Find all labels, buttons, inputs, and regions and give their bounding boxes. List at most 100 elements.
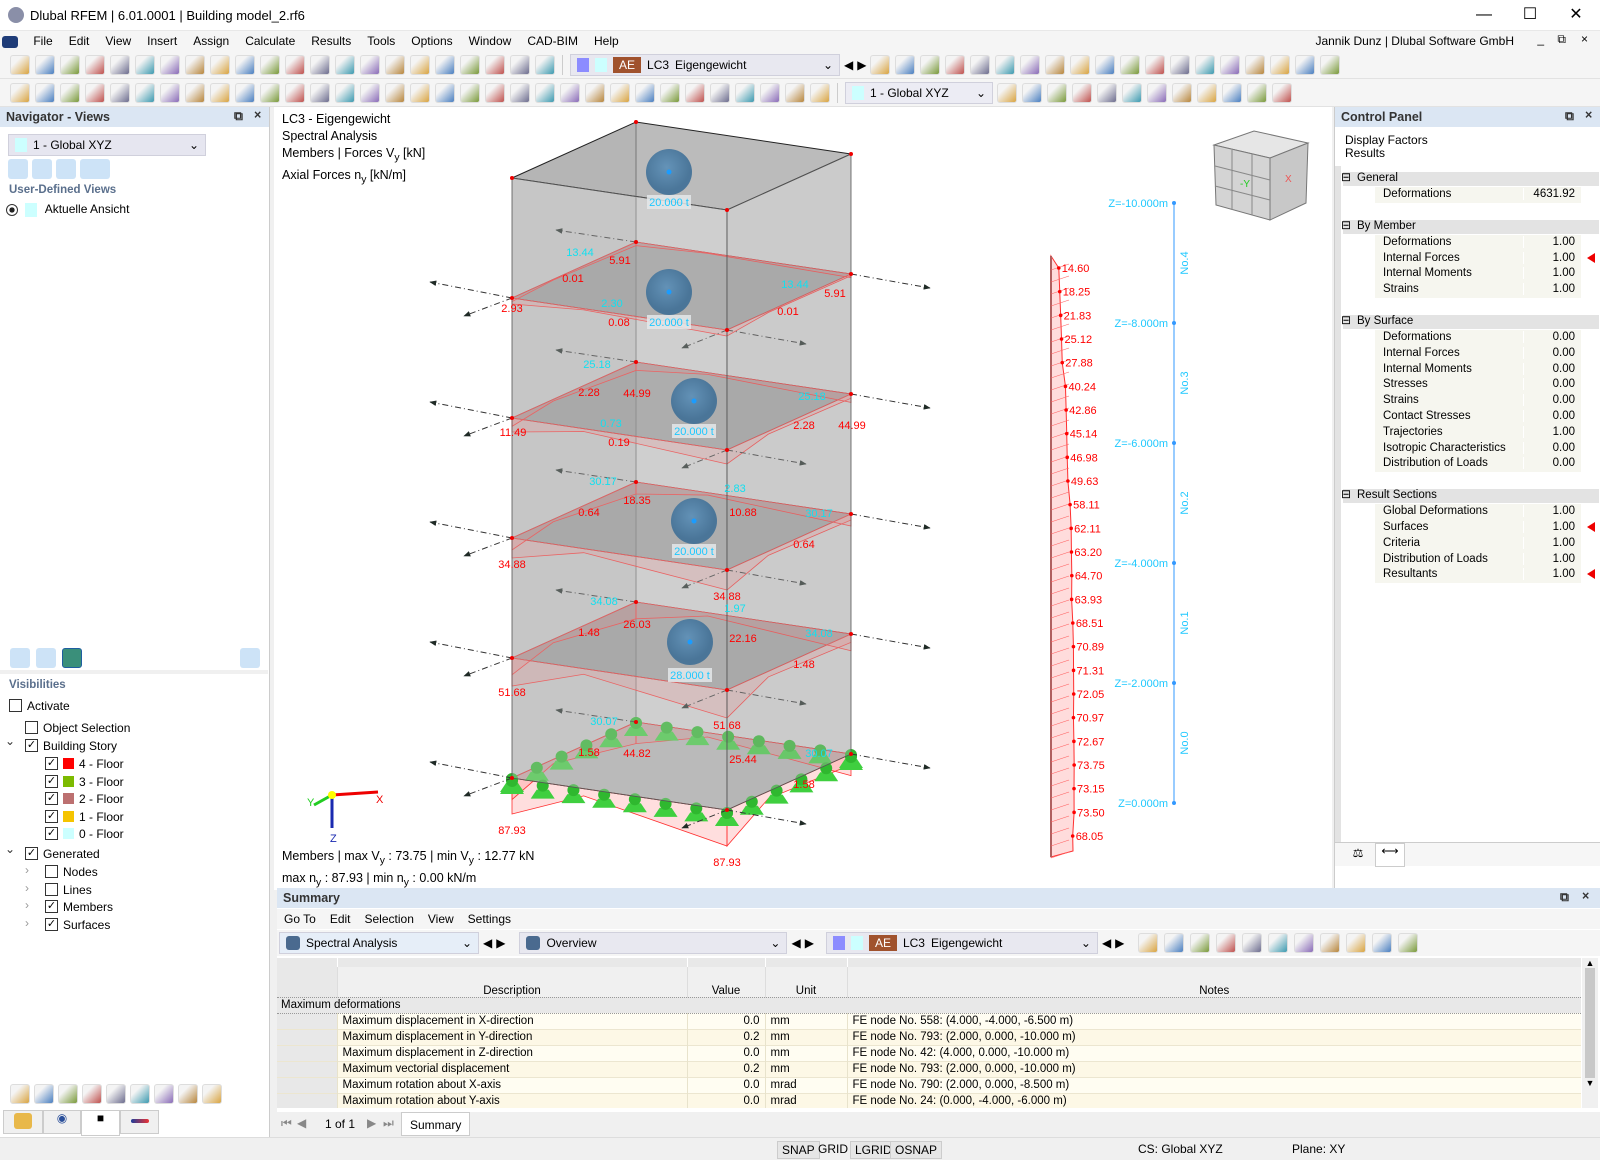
axis-y-icon[interactable]: [1220, 54, 1241, 75]
cp-row[interactable]: Surfaces 1.00: [1375, 520, 1595, 536]
copy-visibility-icon[interactable]: [34, 1084, 54, 1104]
filter-icon[interactable]: [870, 54, 891, 75]
display-factors-tab[interactable]: ⟷: [1375, 843, 1405, 867]
collapse-icon[interactable]: ⊟: [1341, 170, 1352, 184]
col-description[interactable]: Description: [336, 967, 687, 997]
view-neg-x-icon[interactable]: [80, 159, 110, 179]
cp-row[interactable]: Global Deformations 1.00: [1375, 504, 1581, 521]
new-member-icon[interactable]: [60, 82, 80, 103]
new-line-icon[interactable]: [35, 82, 55, 103]
menu-view[interactable]: View: [105, 34, 132, 48]
osnap-toggle[interactable]: OSNAP: [890, 1141, 943, 1159]
prev-page-button[interactable]: ◀: [297, 1116, 307, 1130]
summary-menu-view[interactable]: View: [427, 912, 454, 926]
generated-item[interactable]: ⌄ ✓ Generated: [0, 842, 260, 863]
camera-icon[interactable]: [36, 648, 56, 668]
pencil-icon[interactable]: [660, 82, 680, 103]
checkbox[interactable]: ✓: [45, 918, 58, 932]
settings-icon[interactable]: [1247, 82, 1267, 103]
coordinate-system-select[interactable]: 1 - Global XYZ ⌄: [845, 81, 993, 104]
last-page-button[interactable]: ⏭: [383, 1116, 394, 1130]
animation-icon[interactable]: [1095, 54, 1116, 75]
view-cube[interactable]: -Y X: [1212, 130, 1310, 221]
surface-support-icon[interactable]: [310, 82, 330, 103]
chevron-right-icon[interactable]: ›: [25, 916, 29, 931]
activate-checkbox[interactable]: Activate: [0, 698, 260, 715]
cube-icon[interactable]: [610, 82, 630, 103]
select-icon[interactable]: [1138, 933, 1159, 953]
next-lc-button[interactable]: ▶: [857, 57, 867, 72]
cp-group-general[interactable]: ⊟ General: [1341, 170, 1599, 186]
menu-assign[interactable]: Assign: [193, 34, 230, 48]
redo-icon[interactable]: [235, 54, 255, 75]
cp-row[interactable]: Contact Stresses 0.00: [1375, 409, 1581, 425]
axis-z-icon[interactable]: [1245, 54, 1266, 75]
table-row[interactable]: Maximum displacement in Y-direction 0.2 mm…: [277, 1029, 1581, 1045]
doc-minimize-button[interactable]: _: [1537, 32, 1544, 46]
cp-row-value[interactable]: 0.00: [1523, 362, 1581, 375]
line-c-icon[interactable]: [735, 82, 755, 103]
app-menu-icon[interactable]: [2, 35, 18, 48]
save-icon[interactable]: [135, 54, 155, 75]
float-icon[interactable]: ⧉: [234, 109, 243, 123]
mirror-icon[interactable]: [1197, 82, 1217, 103]
load-node-icon[interactable]: [385, 82, 405, 103]
floor-item[interactable]: ✓ 3 - Floor: [0, 774, 260, 791]
cp-row-value[interactable]: 0.00: [1523, 441, 1581, 454]
new-surface-icon[interactable]: [235, 82, 255, 103]
cp-row[interactable]: Distribution of Loads 0.00: [1375, 456, 1581, 473]
menu-options[interactable]: Options: [411, 34, 453, 48]
support-icon[interactable]: [110, 82, 130, 103]
menu-file[interactable]: File: [33, 34, 53, 48]
tab-views[interactable]: ■: [81, 1110, 120, 1136]
remove-objects-icon[interactable]: [82, 1084, 102, 1104]
cp-row-value[interactable]: 1.00: [1523, 425, 1581, 438]
analysis-select[interactable]: Spectral Analysis ⌄: [279, 932, 479, 954]
report-icon[interactable]: [185, 54, 205, 75]
chevron-right-icon[interactable]: ›: [25, 880, 29, 895]
dimension-icon[interactable]: [510, 54, 530, 75]
cp-row-value[interactable]: 1.00: [1523, 251, 1581, 264]
view-y-icon[interactable]: [32, 159, 52, 179]
summary-menu-edit[interactable]: Edit: [329, 912, 351, 926]
cp-row[interactable]: Distribution of Loads 1.00: [1375, 551, 1581, 568]
script-icon[interactable]: [360, 54, 380, 75]
spring-icon[interactable]: [360, 82, 380, 103]
cs-icon[interactable]: [997, 82, 1017, 103]
cp-row-value[interactable]: 0.00: [1523, 378, 1581, 391]
color-table-icon[interactable]: [310, 54, 330, 75]
next-page-button[interactable]: ▶: [367, 1116, 377, 1130]
floor-item[interactable]: ✓ 2 - Floor: [0, 791, 260, 808]
load-case-select[interactable]: AE LC3 Eigengewicht ⌄: [570, 53, 840, 76]
line-b-icon[interactable]: [710, 82, 730, 103]
checkbox[interactable]: ✓: [45, 774, 58, 788]
table-row[interactable]: Maximum displacement in Z-direction 0.0 mm…: [277, 1045, 1581, 1061]
view-z-icon[interactable]: [56, 159, 76, 179]
checkbox[interactable]: ✓: [25, 739, 38, 752]
xxx-reactions-icon[interactable]: [970, 54, 991, 75]
xxx-values-icon[interactable]: [920, 54, 941, 75]
support-results-icon[interactable]: [1190, 933, 1211, 953]
new-solid-icon[interactable]: [260, 82, 280, 103]
microscope-icon[interactable]: [202, 1084, 222, 1104]
dimension-xx-icon[interactable]: [210, 82, 230, 103]
menu-tools[interactable]: Tools: [367, 34, 396, 48]
contour-icon[interactable]: [585, 82, 605, 103]
next-button[interactable]: ▶: [804, 936, 814, 950]
checkbox[interactable]: [9, 699, 22, 712]
spreadsheet-icon[interactable]: [285, 54, 305, 75]
generated-nodes[interactable]: › Nodes: [0, 863, 260, 881]
add-objects-icon[interactable]: [58, 1084, 78, 1104]
arrows-icon[interactable]: [635, 82, 655, 103]
summary-menu-settings[interactable]: Settings: [467, 912, 512, 926]
pointer-icon[interactable]: [1164, 933, 1185, 953]
menu-results[interactable]: Results: [311, 34, 352, 48]
menu-edit[interactable]: Edit: [68, 34, 90, 48]
clip-icon[interactable]: [1120, 54, 1141, 75]
axis-neg-x-icon[interactable]: [1270, 54, 1291, 75]
menu-calculate[interactable]: Calculate: [245, 34, 296, 48]
delete-camera-icon[interactable]: [240, 648, 260, 668]
chevron-right-icon[interactable]: ›: [25, 898, 29, 913]
grid-toggle[interactable]: GRID: [818, 1142, 848, 1156]
dlubal-center-icon[interactable]: [60, 54, 80, 75]
